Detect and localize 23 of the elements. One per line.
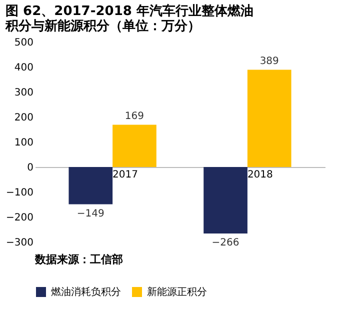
y-tick-label: −300 (6, 238, 34, 248)
y-tick-label: 100 (14, 138, 34, 148)
bar (68, 167, 113, 204)
y-tick-label: 300 (14, 88, 34, 98)
data-label: −149 (76, 208, 104, 220)
bar (204, 167, 248, 234)
bar (247, 70, 292, 167)
y-tick-label: 500 (14, 38, 34, 48)
x-tick-label: 2017 (112, 170, 138, 180)
data-label: 169 (124, 110, 144, 122)
y-tick-label: 0 (27, 162, 34, 174)
x-tick-label: 2018 (247, 170, 273, 180)
source-note: 数据来源：工信部 (34, 253, 123, 266)
data-label: −266 (212, 238, 240, 248)
y-tick-label: 400 (14, 62, 34, 74)
y-tick-label: −100 (6, 188, 34, 198)
y-tick-label: −200 (6, 212, 34, 224)
chart-title: 图 62、2017-2018 年汽车行业整体燃油积分与新能源积分（单位：万分） (4, 3, 254, 34)
data-label: 389 (260, 56, 279, 67)
legend-label: 新能源正积分 (147, 286, 207, 298)
bar (112, 124, 156, 167)
legend-label: 燃油消耗负积分 (51, 286, 121, 298)
y-tick-label: 200 (14, 112, 34, 124)
